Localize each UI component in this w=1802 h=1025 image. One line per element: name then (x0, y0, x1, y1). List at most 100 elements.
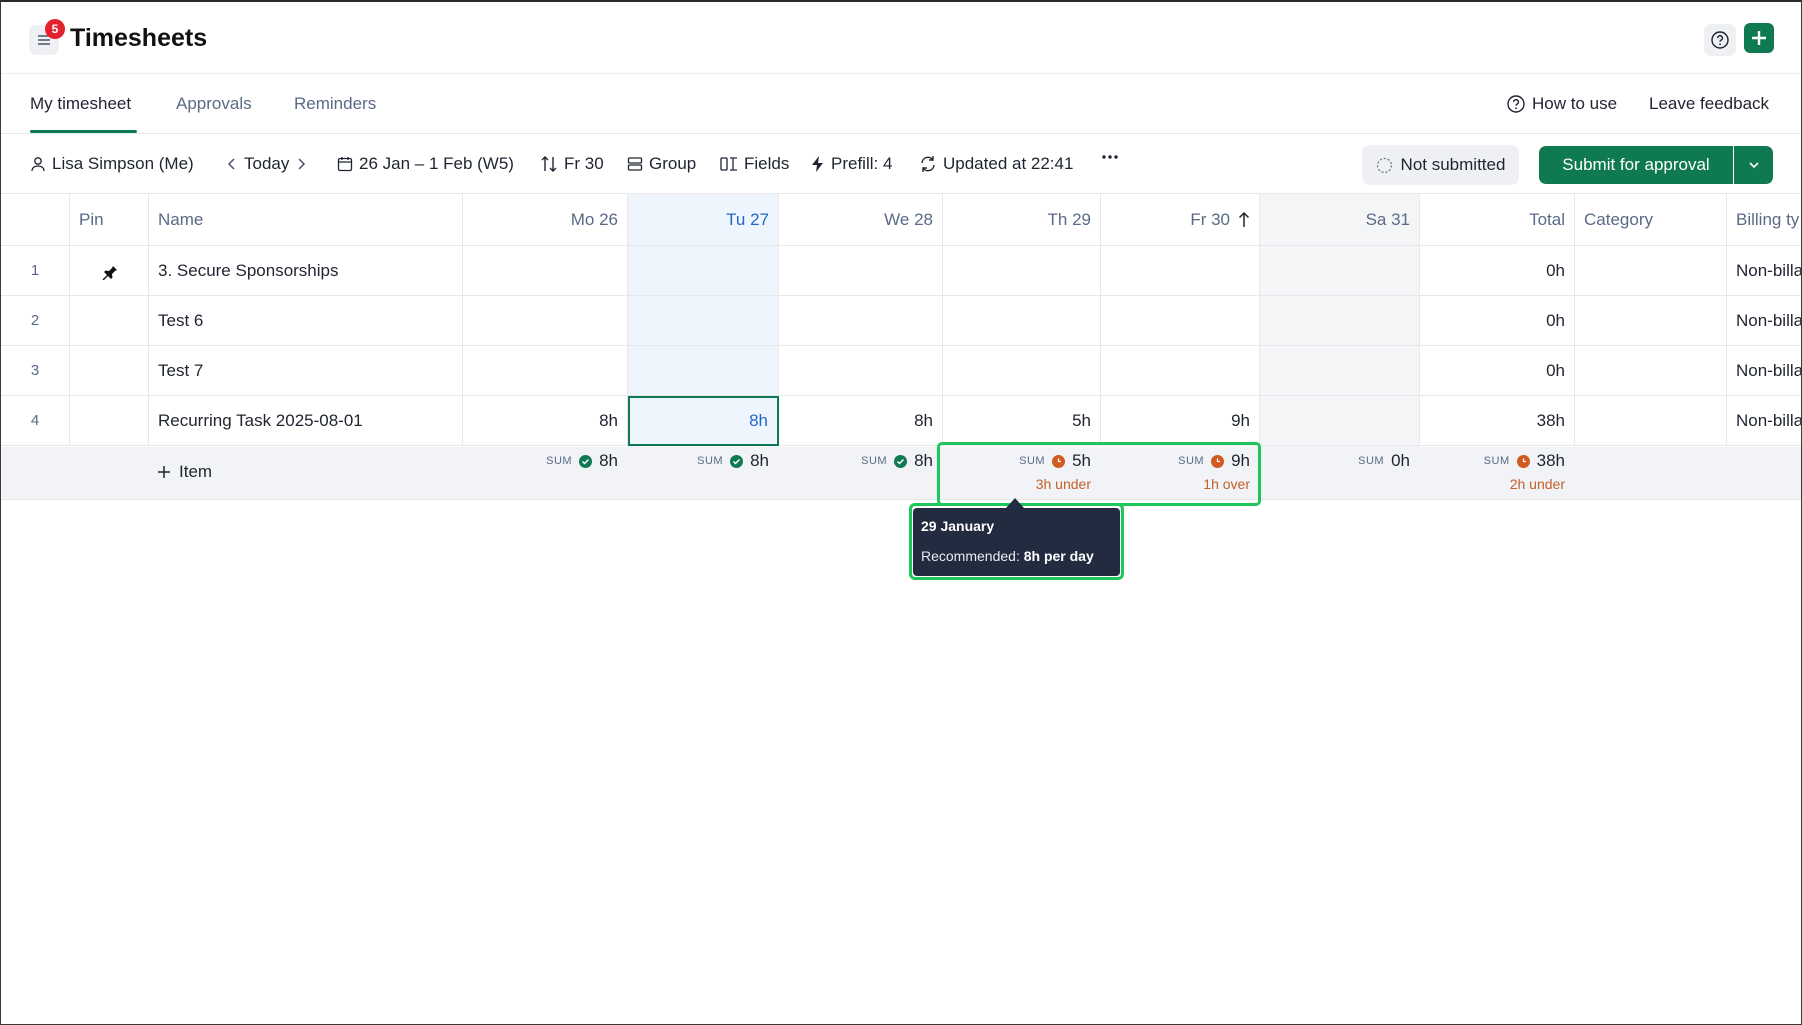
cell-billing[interactable]: Non-billa (1727, 346, 1801, 396)
cell-category[interactable] (1575, 396, 1727, 446)
fields-button[interactable]: Fields (720, 154, 789, 174)
col-header-fr[interactable]: Fr 30 (1101, 194, 1260, 246)
cell-fr[interactable] (1101, 346, 1260, 396)
cell-mo[interactable] (463, 346, 628, 396)
cell-we[interactable] (779, 246, 943, 296)
cell-th[interactable]: 5h (943, 396, 1101, 446)
cell-tu[interactable] (628, 296, 779, 346)
cell-th[interactable] (943, 346, 1101, 396)
cell-we[interactable] (779, 346, 943, 396)
cell-we[interactable] (779, 296, 943, 346)
sort-ascending-icon (1238, 211, 1250, 227)
cell-category[interactable] (1575, 296, 1727, 346)
add-item-label: Item (179, 462, 213, 481)
user-selector[interactable]: Lisa Simpson (Me) (30, 154, 194, 174)
sum-value: 8h (914, 451, 933, 470)
clock-icon (1052, 454, 1066, 468)
cell-pin[interactable] (70, 396, 149, 446)
how-to-use-link[interactable]: How to use (1506, 94, 1617, 114)
col-header-mo[interactable]: Mo 26 (463, 194, 628, 246)
prefill-button[interactable]: Prefill: 4 (811, 154, 892, 174)
cell-num: 4 (1, 396, 70, 446)
col-header-pin[interactable]: Pin (70, 194, 149, 246)
cell-fr[interactable] (1101, 246, 1260, 296)
cell-billing[interactable]: Non-billa (1727, 296, 1801, 346)
col-header-we[interactable]: We 28 (779, 194, 943, 246)
sum-mo: SUM 8h (463, 451, 618, 471)
active-tab-indicator (30, 130, 137, 133)
add-button[interactable] (1744, 23, 1774, 53)
cell-sa[interactable] (1260, 246, 1420, 296)
how-to-use-label: How to use (1532, 94, 1618, 113)
today-button[interactable]: Today (244, 154, 290, 173)
leave-feedback-link[interactable]: Leave feedback (1649, 94, 1770, 113)
cell-total[interactable]: 38h (1420, 396, 1575, 446)
cell-name[interactable]: Recurring Task 2025-08-01 (149, 396, 463, 446)
sum-label: SUM (1019, 455, 1046, 467)
more-button[interactable] (1101, 148, 1119, 166)
cell-category[interactable] (1575, 246, 1727, 296)
lightning-icon (812, 156, 823, 172)
col-header-sa[interactable]: Sa 31 (1260, 194, 1420, 246)
sort-button[interactable]: Fr 30 (540, 154, 604, 174)
cell-mo[interactable]: 8h (463, 396, 628, 446)
pin-icon (102, 262, 117, 280)
cell-tu[interactable] (628, 246, 779, 296)
cell-sa[interactable] (1260, 396, 1420, 446)
cell-tu[interactable]: 8h (628, 396, 779, 446)
cell-pin[interactable] (70, 346, 149, 396)
check-icon (730, 454, 744, 468)
tooltip-title: 29 January (921, 518, 995, 534)
cell-name[interactable]: 3. Secure Sponsorships (149, 246, 463, 296)
submit-options-button[interactable] (1733, 146, 1773, 184)
cell-mo[interactable] (463, 296, 628, 346)
more-icon (1102, 155, 1118, 159)
status-label: Not submitted (1400, 155, 1506, 174)
cell-sa[interactable] (1260, 346, 1420, 396)
add-item-button[interactable]: Item (157, 462, 212, 482)
cell-total[interactable]: 0h (1420, 296, 1575, 346)
cell-total[interactable]: 0h (1420, 246, 1575, 296)
plus-icon (158, 466, 170, 478)
chevron-left-icon[interactable] (226, 157, 238, 171)
col-header-name[interactable]: Name (149, 194, 463, 246)
cell-sa[interactable] (1260, 296, 1420, 346)
col-header-total[interactable]: Total (1420, 194, 1575, 246)
group-icon (627, 157, 643, 171)
col-header-tu[interactable]: Tu 27 (628, 194, 779, 246)
cell-th[interactable] (943, 246, 1101, 296)
help-button[interactable] (1704, 24, 1736, 56)
cell-fr[interactable] (1101, 296, 1260, 346)
cell-pin[interactable] (70, 296, 149, 346)
date-range-picker[interactable]: 26 Jan – 1 Feb (W5) (337, 154, 514, 174)
cell-total[interactable]: 0h (1420, 346, 1575, 396)
group-button[interactable]: Group (627, 154, 696, 174)
col-header-billing[interactable]: Billing ty (1727, 194, 1801, 246)
chevron-down-icon (1748, 162, 1759, 169)
tab-my-timesheet[interactable]: My timesheet (30, 94, 132, 113)
col-header-category[interactable]: Category (1575, 194, 1727, 246)
cell-billing[interactable]: Non-billa (1727, 246, 1801, 296)
cell-billing[interactable]: Non-billa (1727, 396, 1801, 446)
cell-name[interactable]: Test 6 (149, 296, 463, 346)
cell-mo[interactable] (463, 246, 628, 296)
cell-pin[interactable] (70, 246, 149, 296)
cell-fr[interactable]: 9h (1101, 396, 1260, 446)
tab-reminders[interactable]: Reminders (294, 94, 377, 113)
col-header-th[interactable]: Th 29 (943, 194, 1101, 246)
chevron-right-icon[interactable] (295, 157, 307, 171)
cell-category[interactable] (1575, 346, 1727, 396)
notification-badge: 5 (45, 19, 65, 39)
tooltip-arrow (1006, 498, 1024, 508)
submit-for-approval-button[interactable]: Submit for approval (1562, 155, 1710, 174)
cell-name[interactable]: Test 7 (149, 346, 463, 396)
fields-label: Fields (744, 154, 790, 173)
cell-we[interactable]: 8h (779, 396, 943, 446)
cell-tu[interactable] (628, 346, 779, 396)
help-icon (1711, 31, 1729, 49)
sort-label: Fr 30 (564, 154, 604, 173)
tab-approvals[interactable]: Approvals (176, 94, 252, 113)
page-title: Timesheets (70, 24, 208, 52)
cell-th[interactable] (943, 296, 1101, 346)
refresh-button[interactable]: Updated at 22:41 (919, 154, 1073, 174)
